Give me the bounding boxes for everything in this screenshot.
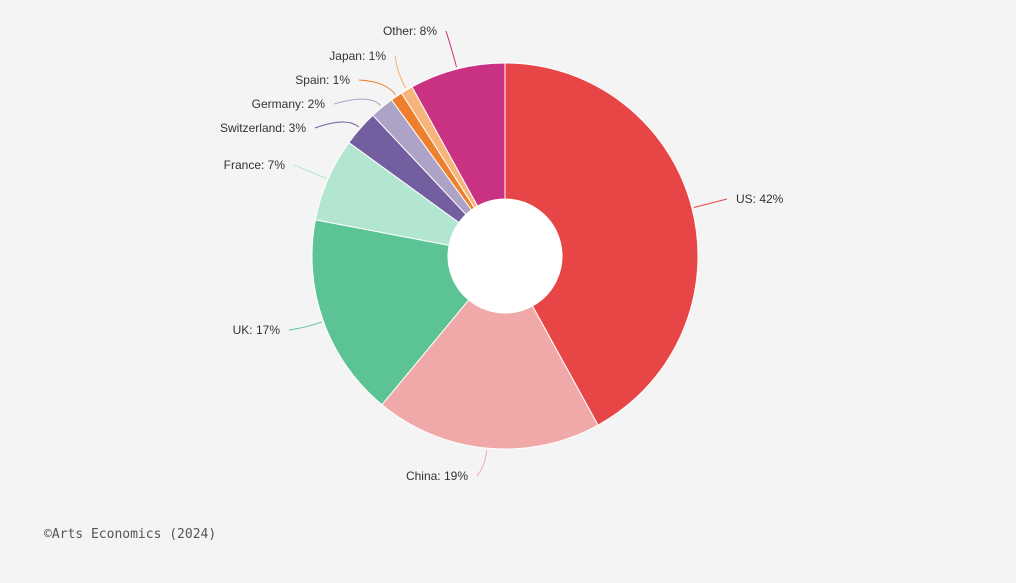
donut-hole: [448, 199, 562, 313]
slice-label-other: Other: 8%: [383, 24, 437, 38]
leader-line-other: [445, 30, 457, 68]
leader-line-uk: [288, 321, 322, 331]
slice-label-china: China: 19%: [406, 469, 468, 483]
slice-label-france: France: 7%: [224, 158, 286, 172]
leader-line-germany: [333, 98, 382, 107]
leader-line-china: [476, 450, 488, 477]
source-credit: ©Arts Economics (2024): [44, 527, 217, 542]
slice-label-japan: Japan: 1%: [329, 49, 386, 63]
slice-label-spain: Spain: 1%: [295, 73, 350, 87]
leader-line-france: [293, 164, 327, 180]
leader-line-japan: [394, 55, 407, 89]
slice-label-uk: UK: 17%: [233, 323, 281, 337]
leader-line-spain: [358, 79, 396, 96]
leader-line-switzerland: [314, 121, 360, 129]
leader-line-us: [693, 198, 728, 208]
slice-label-us: US: 42%: [736, 192, 784, 206]
slice-label-switzerland: Switzerland: 3%: [220, 121, 306, 135]
slice-label-germany: Germany: 2%: [252, 97, 326, 111]
